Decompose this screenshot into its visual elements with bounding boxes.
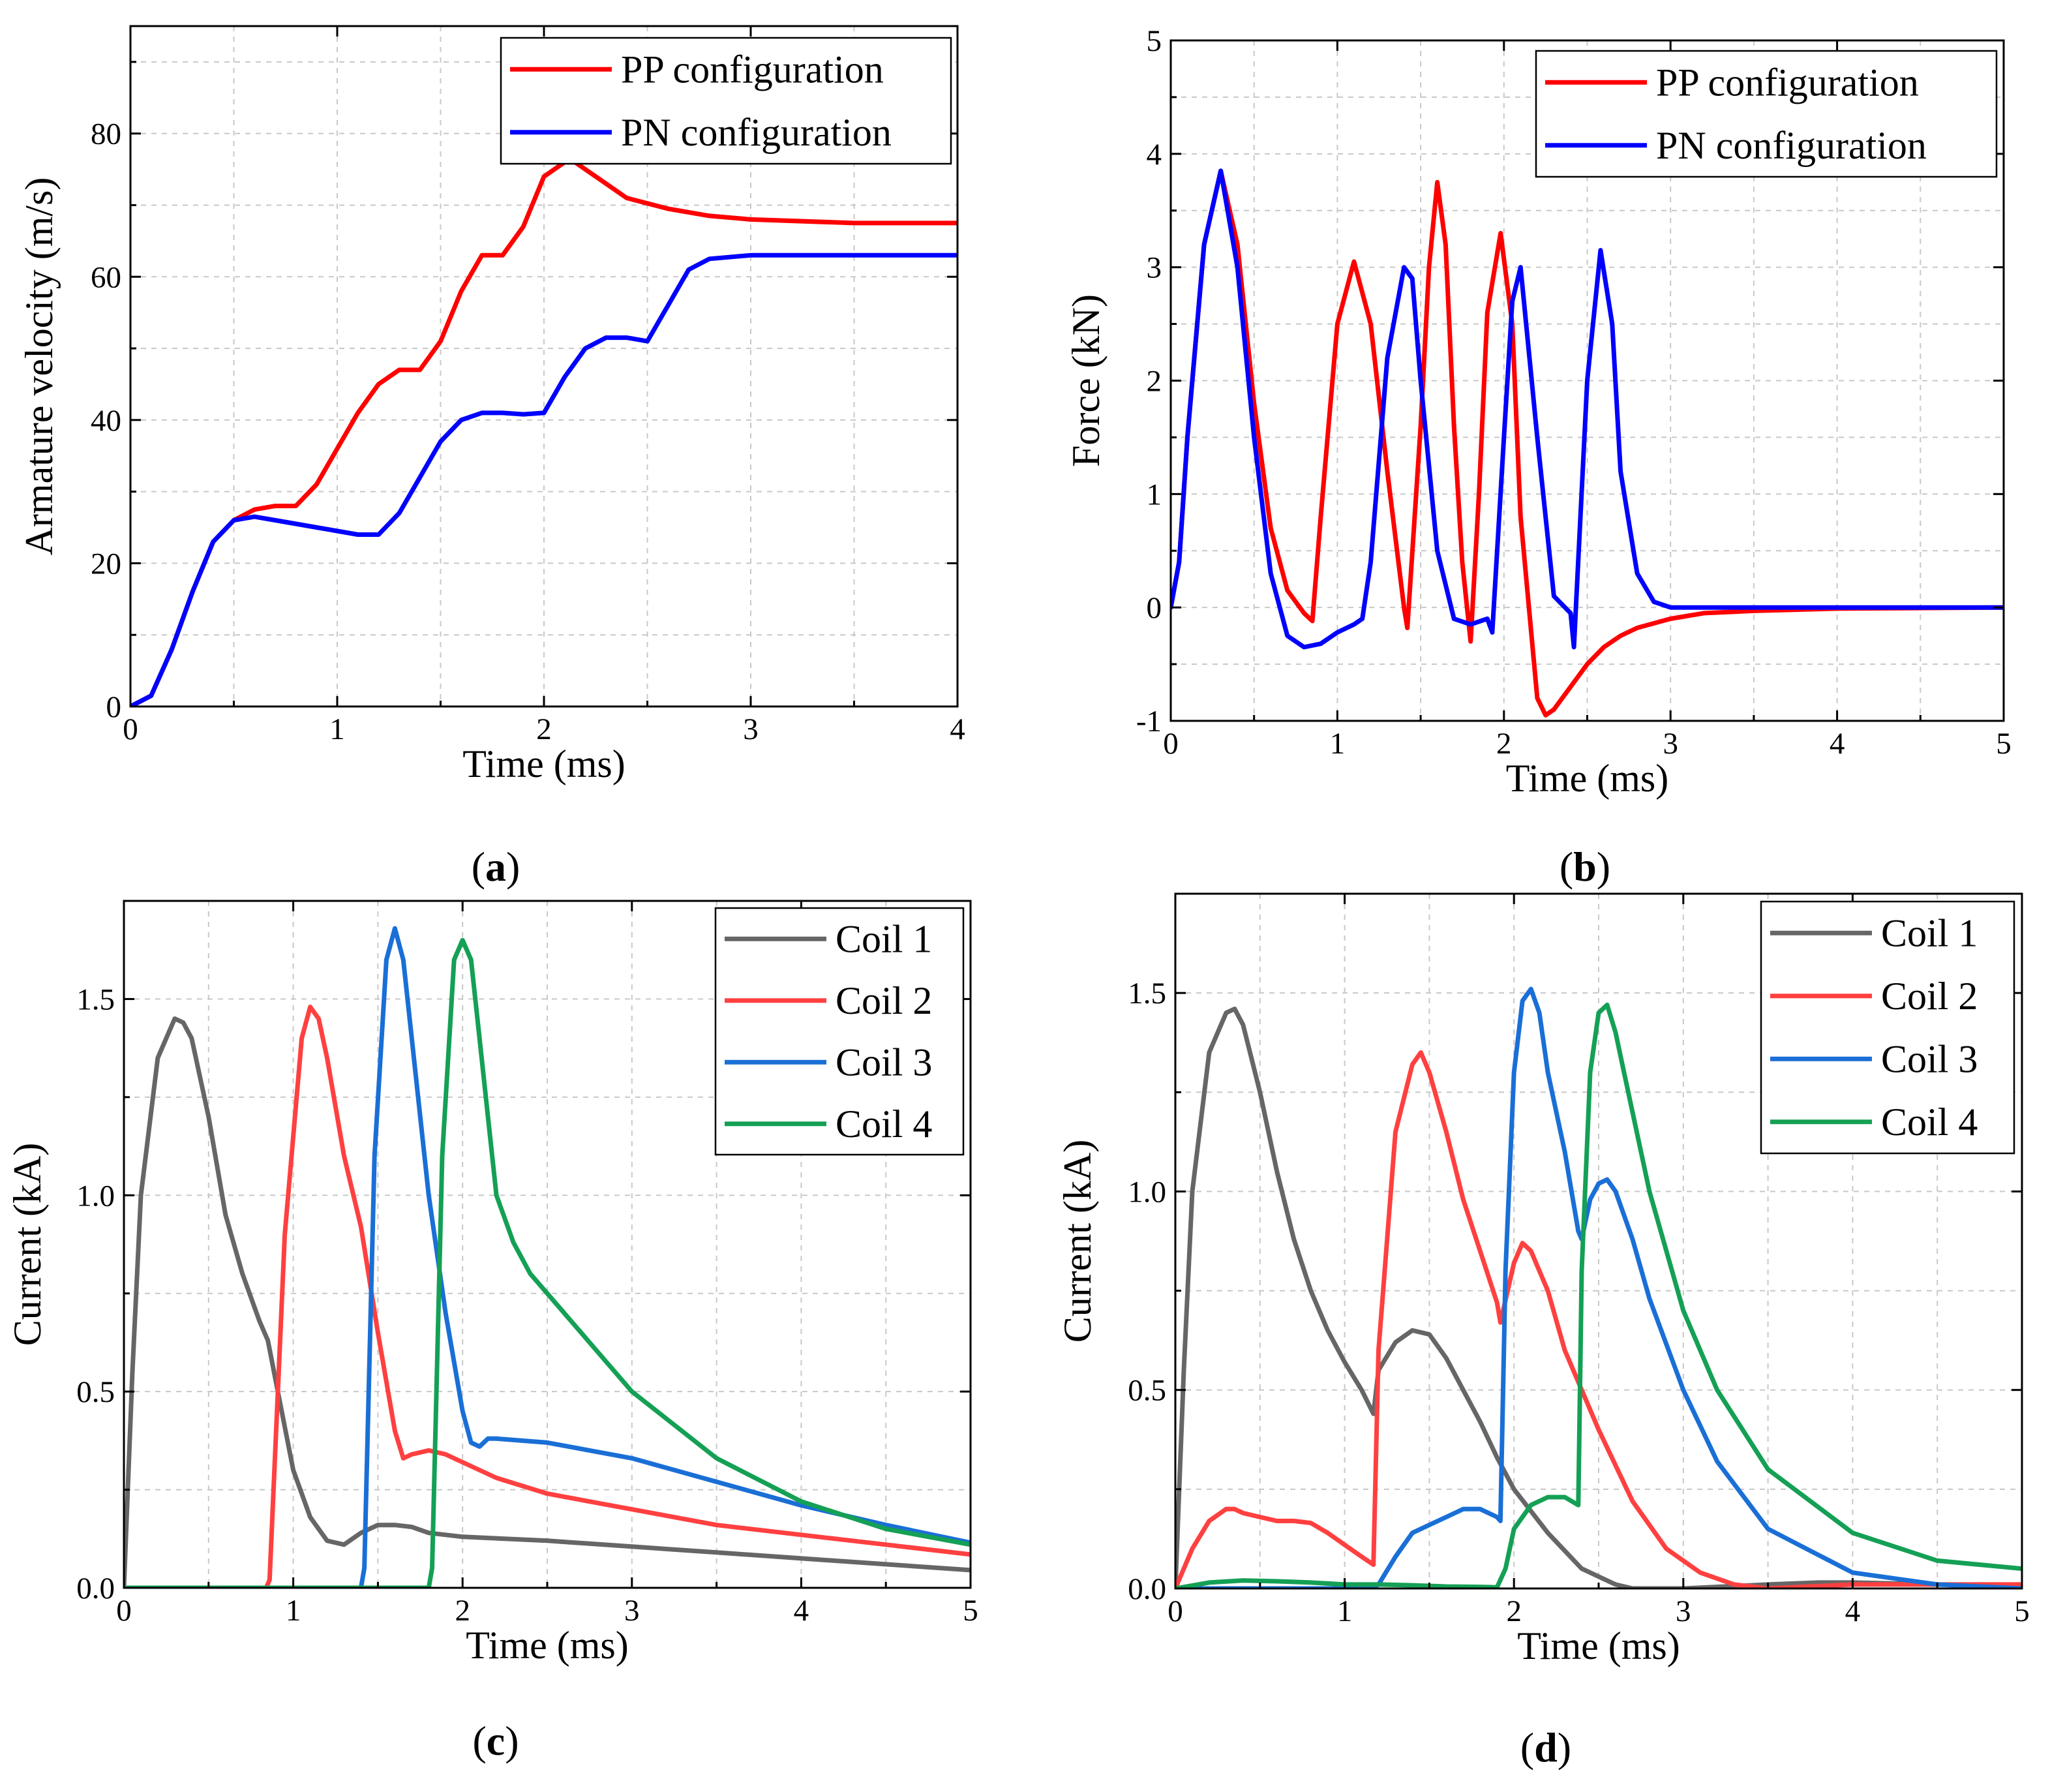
panel-d-legend-label: Coil 4 — [1881, 1101, 1978, 1144]
panel-d-series-coil-3 — [1175, 986, 2022, 1588]
panel-b-x-tick-label: 3 — [1663, 727, 1678, 761]
panel-d-x-tick-label: 4 — [1845, 1594, 1861, 1628]
panel-b-y-tick-label: 0 — [1147, 591, 1162, 625]
panel-a-y-tick-label: 60 — [91, 260, 121, 294]
panel-d-x-tick-label: 1 — [1337, 1594, 1353, 1628]
chart-panel-c: 0 1 2 3 4 5 0.0 0.5 1.0 1.5 Time (ms) Current (kA) C… — [6, 900, 978, 1764]
panel-b-label: (b) — [1560, 843, 1610, 890]
panel-a-x-tick-label: 4 — [950, 712, 965, 746]
panel-c-x-tick-label: 2 — [455, 1594, 470, 1628]
panel-d-series-coil-2 — [1175, 1050, 2022, 1588]
panel-d-x-tick-label: 5 — [2014, 1594, 2030, 1628]
panel-c-legend-label: Coil 4 — [836, 1102, 932, 1146]
panel-c-series-coil-4 — [124, 937, 971, 1588]
panel-c-series-coil-2 — [124, 1005, 971, 1588]
panel-c-legend-box — [714, 907, 965, 1156]
panel-a-label: (a) — [472, 843, 520, 890]
panel-c-x-tick-label: 5 — [963, 1594, 978, 1628]
panel-a-y-tick-label: 0 — [106, 690, 122, 724]
panel-b-x-tick-label: 2 — [1496, 727, 1512, 761]
panel-b-y-axis-title: Force (kN) — [1064, 294, 1108, 467]
panel-a-y-axis-title: Armature velocity (m/s) — [18, 177, 61, 556]
panel-b-y-tick-label: 2 — [1147, 365, 1162, 399]
panel-c-x-tick-label: 1 — [286, 1594, 301, 1628]
panel-c-y-tick-label: 1.5 — [76, 982, 115, 1016]
panel-d-y-tick-label: 1.0 — [1128, 1175, 1166, 1209]
panel-c-x-axis-title: Time (ms) — [466, 1624, 629, 1667]
panel-c-legend-label: Coil 1 — [836, 917, 932, 960]
panel-a-x-tick-label: 3 — [743, 712, 759, 746]
panel-d-x-axis-title: Time (ms) — [1517, 1624, 1680, 1667]
panel-d-label: (d) — [1520, 1724, 1571, 1770]
panel-b-y-tick-label: 3 — [1147, 251, 1162, 285]
panel-c-series-coil-1 — [124, 1016, 971, 1588]
panel-a-legend-label: PN configuration — [621, 111, 892, 154]
panel-b-series-pn-configuration — [1171, 168, 2004, 650]
panel-a-x-axis-title: Time (ms) — [462, 742, 626, 785]
panel-b-y-tick-label: 1 — [1147, 478, 1162, 511]
panel-c-y-tick-label: 1.0 — [76, 1179, 115, 1213]
panel-d-legend-label: Coil 2 — [1881, 975, 1978, 1018]
panel-d-y-tick-label: 0.0 — [1128, 1572, 1166, 1606]
panel-a-series-pn-configuration — [130, 252, 957, 706]
panel-a-legend-label: PP configuration — [621, 48, 884, 91]
panel-b-series-pp-configuration — [1171, 168, 2004, 718]
panel-b-x-tick-label: 1 — [1330, 727, 1346, 761]
panel-d-x-tick-label: 3 — [1676, 1594, 1691, 1628]
panel-b-x-tick-label: 4 — [1830, 727, 1845, 761]
panel-d-series-coil-1 — [1175, 1007, 2022, 1588]
panel-a-x-tick-label: 2 — [536, 712, 552, 746]
panel-d-y-axis-title: Current (kA) — [1056, 1140, 1099, 1343]
panel-a-y-tick-label: 20 — [91, 547, 121, 581]
panel-d-x-tick-label: 2 — [1506, 1594, 1522, 1628]
panel-c-legend-label: Coil 3 — [836, 1040, 932, 1084]
panel-b-legend-box — [1535, 50, 1998, 178]
panel-a-y-tick-label: 80 — [91, 117, 121, 151]
panel-a-legend-box — [500, 37, 952, 165]
panel-c-y-tick-label: 0.0 — [76, 1572, 115, 1605]
chart-panel-d: 0 1 2 3 4 5 0.0 0.5 1.0 1.5 Time (ms) Current (kA) C… — [1056, 892, 2030, 1770]
panel-c-series-coil-3 — [124, 926, 971, 1588]
panel-d-legend-label: Coil 1 — [1881, 911, 1978, 954]
panel-a-y-tick-label: 40 — [91, 404, 121, 438]
panel-b-legend-label: PP configuration — [1656, 61, 1919, 104]
panel-a-x-tick-label: 0 — [123, 712, 138, 746]
panel-c-y-axis-title: Current (kA) — [6, 1143, 49, 1346]
panel-d-legend-box — [1760, 900, 2015, 1155]
panel-b-y-tick-label: 5 — [1147, 24, 1162, 58]
panel-b-legend-label: PN configuration — [1656, 124, 1927, 167]
panel-b-x-tick-label: 5 — [1996, 727, 2012, 761]
panel-d-x-tick-label: 0 — [1168, 1594, 1183, 1628]
panel-b-x-axis-title: Time (ms) — [1506, 757, 1669, 800]
panel-d-legend-label: Coil 3 — [1881, 1037, 1978, 1080]
panel-d-y-tick-label: 1.5 — [1128, 977, 1166, 1010]
panel-c-legend-label: Coil 2 — [836, 979, 932, 1022]
panel-c-x-tick-label: 3 — [624, 1594, 640, 1628]
panel-b-y-tick-label: 4 — [1147, 138, 1162, 172]
panel-c-y-tick-label: 0.5 — [76, 1375, 115, 1409]
panel-b-y-tick-label: -1 — [1136, 705, 1162, 738]
panel-c-x-tick-label: 4 — [794, 1594, 809, 1628]
panel-a-x-tick-label: 1 — [329, 712, 345, 746]
panel-c-label: (c) — [472, 1718, 519, 1764]
panel-c-x-tick-label: 0 — [116, 1594, 132, 1628]
panel-d-y-tick-label: 0.5 — [1128, 1374, 1166, 1408]
panel-b-x-tick-label: 0 — [1163, 727, 1179, 761]
